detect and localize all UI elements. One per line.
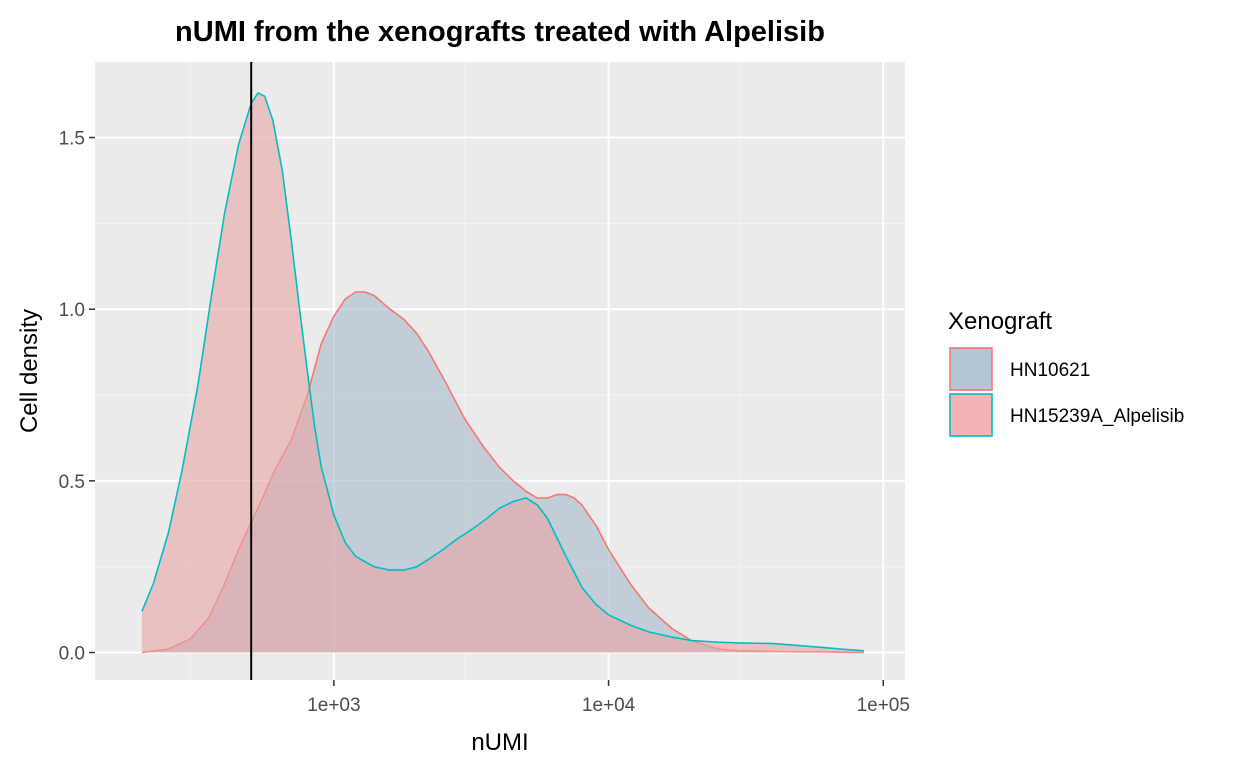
legend-key-hn15239a-alpelisib xyxy=(949,393,993,437)
legend-entries: HN10621 HN15239A_Alpelisib xyxy=(949,347,1184,437)
legend: Xenograft HN10621 HN15239A_Alpelisib xyxy=(948,308,1184,437)
legend-label-hn15239a-alpelisib: HN15239A_Alpelisib xyxy=(1010,406,1184,427)
x-tick-label: 1e+04 xyxy=(582,695,636,716)
y-tick-label: 0.0 xyxy=(59,644,85,665)
y-tick-label: 0.5 xyxy=(59,472,85,493)
x-tick-label: 1e+05 xyxy=(857,695,910,716)
x-tick-label: 1e+03 xyxy=(307,695,360,716)
x-axis-title: nUMI xyxy=(471,729,528,756)
y-axis-title: Cell density xyxy=(16,309,43,433)
legend-label-hn10621: HN10621 xyxy=(1010,360,1090,381)
y-tick-label: 1.5 xyxy=(59,129,85,150)
legend-title: Xenograft xyxy=(948,308,1052,335)
x-axis-ticks: 1e+03 1e+04 1e+05 xyxy=(307,680,910,716)
density-line-hn15239a-alpelisib xyxy=(141,91,864,652)
density-area-hn15239a-alpelisib xyxy=(141,92,864,653)
density-areas xyxy=(141,91,864,654)
legend-key-hn10621 xyxy=(949,347,993,391)
y-axis-ticks: 0.0 0.5 1.0 1.5 xyxy=(59,129,95,665)
chart-title: nUMI from the xenografts treated with Al… xyxy=(175,16,825,48)
y-tick-label: 1.0 xyxy=(59,300,85,321)
